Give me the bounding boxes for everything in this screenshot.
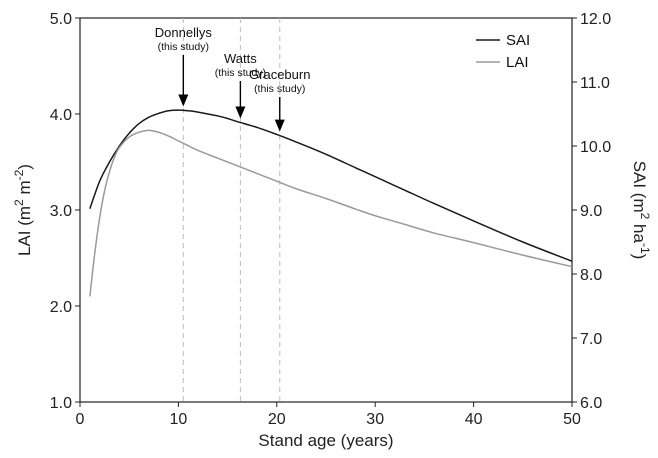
annotation-arrow-head xyxy=(178,94,189,107)
y-right-tick-label: 7.0 xyxy=(580,331,602,348)
series-line-lai xyxy=(89,129,573,297)
y-left-tick-label: 4.0 xyxy=(50,107,72,124)
annotation-arrow-head xyxy=(274,119,285,132)
legend: SAI LAI xyxy=(476,32,530,71)
series-group xyxy=(89,109,573,297)
x-tick-label: 10 xyxy=(170,411,188,428)
y-left-tick-label: 2.0 xyxy=(50,299,72,316)
x-axis-title: Stand age (years) xyxy=(258,431,393,450)
x-tick-label: 20 xyxy=(268,411,286,428)
y-left-tick-label: 1.0 xyxy=(50,395,72,412)
y-right-tick-label: 6.0 xyxy=(580,395,602,412)
plot-frame xyxy=(79,17,573,403)
series-line-sai xyxy=(89,109,573,262)
y-left-tick-label: 5.0 xyxy=(50,11,72,28)
y-right-tick-label: 11.0 xyxy=(580,75,610,92)
annotation-label: Donnellys xyxy=(155,25,213,40)
y-right-axis-title: SAI (m2 ha-1) xyxy=(630,161,652,260)
y-right-tick-label: 9.0 xyxy=(580,203,602,220)
y-right-tick-label: 8.0 xyxy=(580,267,602,284)
y-right-tick-label: 10.0 xyxy=(580,139,611,156)
x-tick-label: 50 xyxy=(563,411,581,428)
y-left-axis-title: LAI (m2 m-2) xyxy=(12,164,34,256)
annotation-sublabel: (this study) xyxy=(254,83,305,95)
annotation-sublabel: (this study) xyxy=(158,41,209,53)
annotation-arrow-head xyxy=(235,106,246,119)
y-right-tick-label: 12.0 xyxy=(580,11,611,28)
y-left-axis-ticks: 1.0 2.0 3.0 4.0 5.0 xyxy=(50,11,80,412)
y-left-tick-label: 3.0 xyxy=(50,203,72,220)
y-right-axis-ticks: 6.0 7.0 8.0 9.0 10.0 11.0 12.0 xyxy=(572,11,611,412)
legend-label-lai: LAI xyxy=(506,54,529,71)
annotation-sublabel: (this study) xyxy=(215,67,266,79)
legend-label-sai: SAI xyxy=(506,32,530,49)
annotation-labels: Donnellys(this study)Watts(this study)Gr… xyxy=(155,25,310,132)
x-tick-label: 0 xyxy=(76,411,85,428)
x-axis-ticks: 0 10 20 30 40 50 xyxy=(76,402,581,428)
x-tick-label: 40 xyxy=(465,411,483,428)
x-tick-label: 30 xyxy=(366,411,384,428)
plot-area-border xyxy=(79,17,573,403)
annotation-label: Watts xyxy=(224,51,257,66)
annotation-label: Graceburn xyxy=(249,67,310,82)
